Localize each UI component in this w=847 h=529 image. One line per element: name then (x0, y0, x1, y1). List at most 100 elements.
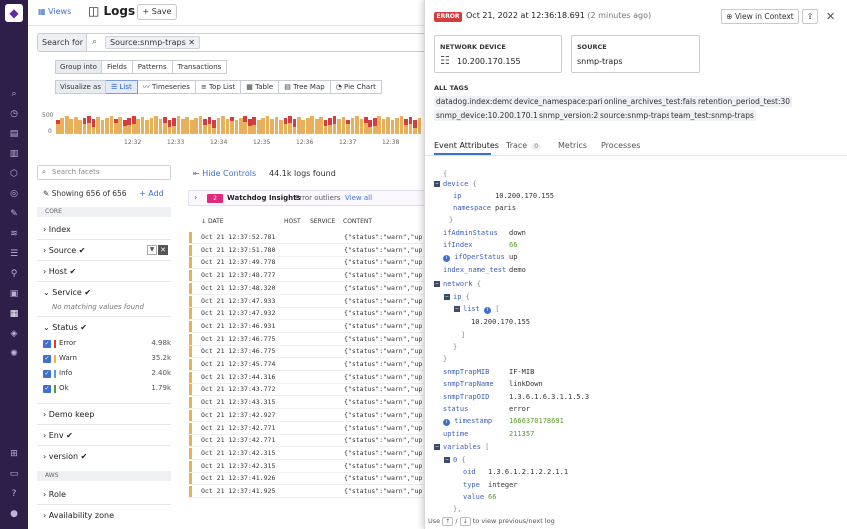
col-content[interactable]: CONTENT (343, 218, 373, 225)
collapse-toggle-icon[interactable]: − (444, 294, 450, 300)
tab-event-attributes[interactable]: Event Attributes (434, 141, 499, 150)
facet-service[interactable]: ⌄ Service ✔ (43, 288, 91, 298)
hide-controls-button[interactable]: ⇤ Hide Controls (193, 169, 256, 178)
log-row[interactable]: Oct 21 12:37:42.771 {"status":"warn","up (188, 422, 428, 435)
integrations-icon[interactable]: ☰ (9, 249, 19, 259)
tag[interactable]: snmp_device:10.200.170.155 (434, 110, 550, 121)
facet-env[interactable]: › Env ✔ (43, 431, 73, 441)
viz-timeseries-button[interactable]: 〰 Timeseries (137, 80, 196, 94)
log-row[interactable]: Oct 21 12:37:42.771 {"status":"warn","up (188, 434, 428, 448)
notebooks-icon[interactable]: ✎ (10, 209, 18, 219)
tab-metrics[interactable]: Metrics (558, 141, 588, 150)
network-icon[interactable]: ⚲ (10, 269, 18, 279)
logs-icon[interactable]: ▦ (9, 309, 19, 319)
add-facet-button[interactable]: + Add (139, 189, 164, 198)
log-histogram[interactable]: 500 0 12:32 12:33 12:34 12:35 12:36 12:3… (40, 112, 428, 148)
log-row[interactable]: Oct 21 12:37:47.933 {"status":"warn","up (188, 295, 428, 308)
attr-variables[interactable]: variables [ (443, 443, 489, 451)
facet-availability-zone[interactable]: › Availability zone (43, 511, 114, 521)
facet-index[interactable]: › Index (43, 225, 71, 235)
checkbox-checked-icon[interactable]: ✓ (43, 340, 51, 348)
tag[interactable]: retention_period_test:30 (696, 96, 793, 107)
log-row[interactable]: Oct 21 12:37:52.781 {"status":"warn","up (188, 231, 428, 244)
search-input[interactable]: ⌕ Source:snmp-traps ✕ (87, 33, 428, 52)
filter-icon[interactable]: ▼ (147, 245, 157, 255)
attr-network[interactable]: network { (443, 280, 481, 288)
metrics-icon[interactable]: ≋ (10, 229, 18, 239)
log-row[interactable]: Oct 21 12:37:43.315 {"status":"warn","up (188, 396, 428, 410)
status-facet-row[interactable]: ✓ Ok 1.79k (43, 384, 171, 395)
security-icon[interactable]: ◈ (10, 329, 18, 339)
attr-oid[interactable]: oid (463, 468, 476, 476)
chat-icon[interactable]: ▭ (9, 469, 19, 479)
group-patterns-button[interactable]: Patterns (132, 60, 173, 74)
tab-processes[interactable]: Processes (601, 141, 641, 150)
status-facet-row[interactable]: ✓ Warn 35.2k (43, 354, 171, 365)
facet-version[interactable]: › version ✔ (43, 452, 87, 462)
recent-icon[interactable]: ◷ (10, 109, 18, 119)
apm-icon[interactable]: ◎ (10, 189, 18, 199)
status-facet-row[interactable]: ✓ Error 4.98k (43, 339, 171, 350)
attr-ifOperStatus[interactable]: i ifOperStatus (443, 253, 505, 262)
save-button[interactable]: + Save (137, 4, 177, 20)
facet-host[interactable]: › Host ✔ (43, 267, 76, 277)
log-row[interactable]: Oct 21 12:37:42.315 {"status":"warn","up (188, 460, 428, 473)
collapse-toggle-icon[interactable]: − (434, 181, 440, 187)
log-row[interactable]: Oct 21 12:37:41.926 {"status":"warn","up (188, 472, 428, 486)
source-card[interactable]: SOURCE snmp-traps (571, 35, 700, 73)
log-row[interactable]: Oct 21 12:37:41.925 {"status":"warn","up (188, 485, 428, 498)
tab-trace[interactable]: Trace 0 (506, 141, 542, 150)
facet-source[interactable]: › Source ✔ (43, 246, 85, 256)
tag[interactable]: datadog.index:demo (434, 96, 516, 107)
log-row[interactable]: Oct 21 12:37:51.780 {"status":"warn","up (188, 244, 428, 257)
attr-timestamp[interactable]: i timestamp (443, 417, 492, 426)
info-icon[interactable]: i (443, 255, 450, 262)
search-icon[interactable]: ⌕ (11, 89, 17, 99)
log-row[interactable]: Oct 21 12:37:42.315 {"status":"warn","up (188, 447, 428, 460)
user-avatar-icon[interactable]: ● (10, 509, 18, 519)
dashboards-icon[interactable]: ▤ (9, 129, 19, 139)
watchdog-view-all-link[interactable]: View all (345, 194, 373, 202)
info-icon[interactable]: i (443, 419, 450, 426)
integrations-bottom-icon[interactable]: ⊞ (10, 449, 18, 459)
attr-network-ip-list[interactable]: list i [ (463, 305, 500, 314)
attr-snmpTrapMIB[interactable]: snmpTrapMIB (443, 368, 490, 376)
facet-demo-keep[interactable]: › Demo keep (43, 410, 94, 420)
share-button[interactable]: ⇪ (802, 9, 818, 24)
col-host[interactable]: HOST (284, 218, 301, 225)
tag[interactable]: device_namespace:paris (512, 96, 609, 107)
viz-treemap-button[interactable]: ▤ Tree Map (279, 80, 331, 94)
viz-table-button[interactable]: ▦ Table (241, 80, 280, 94)
status-facet-row[interactable]: ✓ Info 2.40k (43, 369, 171, 380)
attr-ifIndex[interactable]: ifIndex (443, 241, 473, 249)
attr-status[interactable]: status (443, 405, 469, 413)
attr-ifAdminStatus[interactable]: ifAdminStatus (443, 229, 498, 237)
view-in-context-button[interactable]: ⊕ View in Context (721, 9, 799, 24)
col-service[interactable]: SERVICE (310, 218, 336, 225)
help-icon[interactable]: ? (11, 489, 17, 499)
attr-device-ip[interactable]: ip (453, 192, 461, 200)
group-fields-button[interactable]: Fields (101, 60, 133, 74)
checkbox-checked-icon[interactable]: ✓ (43, 385, 51, 393)
group-transactions-button[interactable]: Transactions (172, 60, 228, 74)
infrastructure-icon[interactable]: ⬡ (10, 169, 18, 179)
attr-uptime[interactable]: uptime (443, 430, 469, 438)
attr-device-namespace[interactable]: namespace (453, 204, 491, 212)
tag[interactable]: online_archives_test:false (602, 96, 703, 107)
query-pill[interactable]: Source:snmp-traps ✕ (105, 36, 200, 49)
viz-toplist-button[interactable]: ≡ Top List (195, 80, 242, 94)
viz-piechart-button[interactable]: ◔ Pie Chart (330, 80, 382, 94)
checkbox-checked-icon[interactable]: ✓ (43, 355, 51, 363)
attr-type[interactable]: type (463, 481, 480, 489)
col-date[interactable]: ↓ DATE (201, 218, 224, 225)
collapse-toggle-icon[interactable]: − (434, 281, 440, 287)
datadog-logo-icon[interactable]: ◆ (5, 4, 23, 22)
views-button[interactable]: ▦ Views (38, 7, 72, 16)
log-row[interactable]: Oct 21 12:37:47.932 {"status":"warn","up (188, 307, 428, 321)
tag[interactable]: team_test:snmp-traps (669, 110, 756, 121)
log-row[interactable]: Oct 21 12:37:43.772 {"status":"warn","up (188, 383, 428, 397)
log-row[interactable]: Oct 21 12:37:44.316 {"status":"warn","up (188, 371, 428, 384)
monitors-icon[interactable]: ▥ (9, 149, 19, 159)
attr-snmpTrapName[interactable]: snmpTrapName (443, 380, 494, 388)
facet-role[interactable]: › Role (43, 490, 66, 500)
